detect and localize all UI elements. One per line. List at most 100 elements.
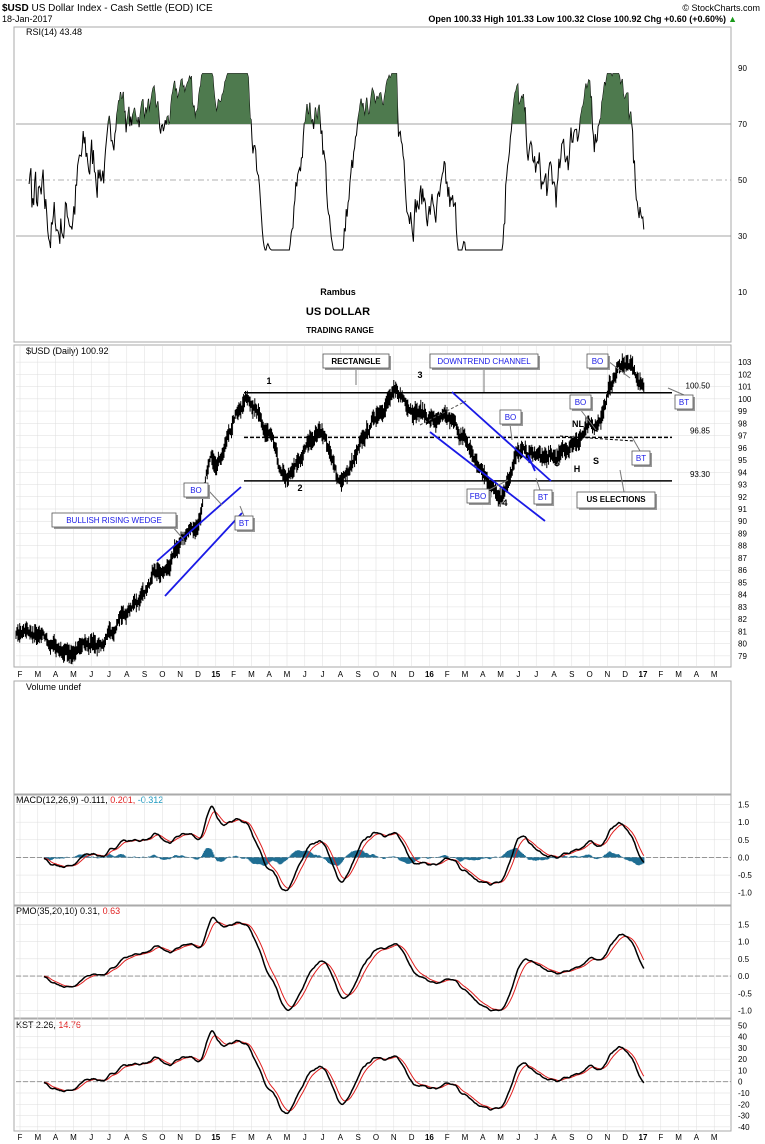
osc-tick-label: 50 xyxy=(738,1021,747,1030)
price-x-tick: J xyxy=(107,670,111,679)
kst-x-tick: N xyxy=(391,1133,397,1142)
osc-tick-label: -1.0 xyxy=(738,1007,752,1016)
price-x-tick: M xyxy=(248,670,255,679)
oscillator-line xyxy=(43,805,645,892)
price-tick-label: 85 xyxy=(738,578,747,587)
volume-frame xyxy=(13,680,732,795)
pmo-panel: PMO(35,20,10) 0.31, 0.63 xyxy=(13,905,732,1019)
price-tick-label: 83 xyxy=(738,603,747,612)
rsi-overbought-fill xyxy=(599,73,632,124)
kst-x-tick: A xyxy=(267,1133,273,1142)
osc-tick-label: 1.0 xyxy=(738,818,750,827)
annotation-label: US ELECTIONS xyxy=(586,495,646,504)
price-tick-label: 95 xyxy=(738,456,747,465)
price-x-tick: A xyxy=(267,670,273,679)
annotation-box xyxy=(429,353,539,369)
price-bars xyxy=(15,353,645,665)
kst-frame xyxy=(13,1018,732,1132)
price-x-tick: J xyxy=(89,670,93,679)
annotation-leader xyxy=(619,469,625,493)
price-x-tick: N xyxy=(177,670,183,679)
osc-tick-label: -0.5 xyxy=(738,989,752,998)
annotation-label: BT xyxy=(636,454,646,463)
kst-panel: KST 2.26, 14.76 xyxy=(13,1018,732,1132)
price-x-tick: D xyxy=(622,670,628,679)
osc-tick-label: 0.5 xyxy=(738,955,750,964)
price-x-tick: O xyxy=(586,670,592,679)
price-tick-label: 103 xyxy=(738,358,752,367)
annotation-leader xyxy=(239,505,245,517)
volume-label: Volume undef xyxy=(26,682,82,692)
channel-line xyxy=(156,486,242,562)
price-x-tick: N xyxy=(391,670,397,679)
pmo-label-signal: 0.63 xyxy=(103,906,121,916)
price-tick-label: 99 xyxy=(738,407,747,416)
price-x-tick: N xyxy=(605,670,611,679)
annotation-label: BO xyxy=(505,413,517,422)
price-panel: $USD (Daily) 100.92 xyxy=(13,344,732,668)
price-x-tick: J xyxy=(516,670,520,679)
histogram-bars xyxy=(43,847,645,866)
osc-tick-label: 1.0 xyxy=(738,938,750,947)
rsi-label: RSI(14) 43.48 xyxy=(26,27,82,37)
kst-x-tick: M xyxy=(248,1133,255,1142)
kst-x-tick: F xyxy=(445,1133,450,1142)
price-tick-label: 86 xyxy=(738,566,747,575)
price-tick-label: 97 xyxy=(738,432,747,441)
annotation-box xyxy=(533,489,553,505)
price-tick-label: 80 xyxy=(738,640,747,649)
chart-title: US DOLLAR xyxy=(306,306,370,318)
rsi-line xyxy=(28,73,645,251)
kst-x-tick: O xyxy=(373,1133,379,1142)
annotation-box xyxy=(586,353,609,369)
price-frame xyxy=(13,344,732,668)
channel-line xyxy=(451,391,552,482)
macd-panel: MACD(12,26,9) -0.111, 0.201, -0.312 xyxy=(13,794,732,906)
osc-tick-label: 20 xyxy=(738,1055,747,1064)
osc-tick-label: 0.0 xyxy=(738,972,750,981)
rsi-overbought-fill xyxy=(304,102,313,124)
annotation-label: FBO xyxy=(470,492,486,501)
chart-symbol-title: $USD US Dollar Index - Cash Settle (EOD)… xyxy=(2,3,213,14)
macd-frame xyxy=(13,794,732,906)
price-x-tick: F xyxy=(231,670,236,679)
pattern-label: S xyxy=(554,458,560,468)
price-tick-label: 93 xyxy=(738,481,747,490)
rsi-overbought-fill xyxy=(140,86,159,124)
price-tick-label: 84 xyxy=(738,591,747,600)
pmo-label: PMO(35,20,10) 0.31, 0.63 xyxy=(16,906,120,916)
annotation-label: BT xyxy=(538,493,548,502)
price-tick-label: 100 xyxy=(738,395,752,404)
kst-x-tick: J xyxy=(89,1133,93,1142)
annotation-label: BO xyxy=(575,398,587,407)
annotation-box xyxy=(183,482,209,498)
chart-marks: 79 80 81 82 83 84 85 86 87 88 89 90 91 92 93 94 95 96 97 98… xyxy=(15,64,752,1142)
kst-x-tick: J xyxy=(303,1133,307,1142)
osc-tick-label: 1.5 xyxy=(738,920,750,929)
channel-line xyxy=(527,454,536,472)
price-x-tick: A xyxy=(338,670,344,679)
price-x-tick: A xyxy=(53,670,59,679)
kst-x-tick: M xyxy=(675,1133,682,1142)
price-tick-label: 89 xyxy=(738,529,747,538)
kst-x-tick: O xyxy=(586,1133,592,1142)
chart-date: 18-Jan-2017 xyxy=(2,14,53,24)
osc-tick-label: 1.5 xyxy=(738,801,750,810)
kst-x-tick: A xyxy=(694,1133,700,1142)
kst-x-tick: M xyxy=(711,1133,718,1142)
price-x-tick: A xyxy=(694,670,700,679)
change-up-icon: ▲ xyxy=(728,14,737,24)
price-x-tick: S xyxy=(356,670,361,679)
kst-x-tick: F xyxy=(658,1133,663,1142)
osc-tick-label: 0.5 xyxy=(738,836,750,845)
osc-tick-label: -30 xyxy=(738,1112,750,1121)
annotation-leader xyxy=(488,479,509,491)
price-x-tick: S xyxy=(569,670,574,679)
copyright: © StockCharts.com xyxy=(682,3,760,13)
kst-x-tick: J xyxy=(534,1133,538,1142)
signal-line xyxy=(43,921,645,1011)
osc-tick-label: 0 xyxy=(738,1078,743,1087)
kst-x-tick: A xyxy=(53,1133,59,1142)
price-x-tick: D xyxy=(195,670,201,679)
rsi-frame xyxy=(13,26,732,343)
